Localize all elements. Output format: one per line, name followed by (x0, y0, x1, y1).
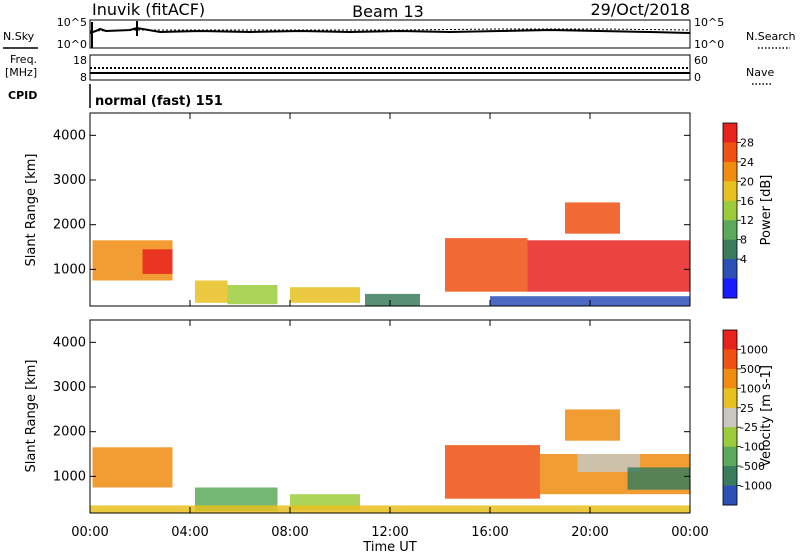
velocity-colorbar-tick-label: 100 (740, 382, 761, 395)
velocity-colorbar-swatch (723, 427, 737, 448)
x-tick-label: 08:00 (271, 525, 308, 540)
velocity-colorbar-swatch (723, 466, 737, 486)
x-tick-label: 20:00 (571, 525, 608, 540)
velocity-colorbar-swatch (723, 446, 737, 467)
nsky-top-tick: 10^5 (57, 16, 87, 29)
nsky-bottom-tick: 10^0 (57, 38, 87, 51)
velocity-colorbar-tick-label: -25 (740, 421, 758, 434)
freq-label-line1: Freq. (10, 53, 37, 66)
time-x-axis: 00:00 04:00 08:00 12:00 16:00 20:00 00:00 (71, 113, 709, 540)
power-echo-region (290, 287, 360, 303)
power-colorbar-tick-label: 28 (740, 136, 754, 149)
velocity-echo-region (565, 409, 620, 441)
power-colorbar-swatch (723, 239, 737, 260)
power-colorbar-tick-label: 8 (740, 234, 747, 247)
power-echo-region (142, 249, 173, 274)
velocity-ytick-label: 1000 (53, 469, 86, 484)
nsearch-bottom-tick: 10^0 (694, 38, 724, 51)
cpid-value: normal (fast) 151 (95, 94, 223, 109)
x-tick-label: 00:00 (71, 525, 108, 540)
nave-label: Nave (746, 66, 774, 79)
power-colorbar-swatch (723, 278, 737, 299)
power-echo-region (227, 285, 278, 305)
power-ytick-label: 4000 (53, 128, 86, 143)
power-echo-region (565, 202, 620, 234)
velocity-echo-region (627, 467, 690, 490)
power-echo-region (527, 240, 690, 292)
velocity-colorbar-swatch (723, 349, 737, 370)
velocity-colorbar-tick-label: 1000 (740, 343, 768, 356)
velocity-colorbar-swatch (723, 485, 737, 506)
velocity-echo-region (577, 454, 640, 472)
nsky-trace (89, 26, 691, 34)
nsearch-top-tick: 10^5 (694, 16, 724, 29)
power-ytick-label: 1000 (53, 262, 86, 277)
velocity-colorbar: 1000 500 100 25 -25 -100 -500 -1000 (722, 329, 772, 506)
power-colorbar-swatch (723, 200, 737, 221)
power-echo-region (195, 280, 228, 303)
nave-bottom-tick: 0 (694, 71, 701, 84)
power-ytick-label: 3000 (53, 173, 86, 188)
x-tick-label: 16:00 (471, 525, 508, 540)
velocity-echo-region (195, 487, 278, 512)
freq-label-line2: [MHz] (5, 66, 37, 79)
power-colorbar-tick-label: 24 (740, 156, 754, 169)
power-colorbar-swatch (723, 220, 737, 241)
power-y-axis: 1000 2000 3000 4000 (53, 128, 690, 277)
power-colorbar-swatch (723, 181, 737, 202)
velocity-y-axis: 1000 2000 3000 4000 (53, 335, 690, 484)
power-colorbar-tick-label: 4 (740, 253, 747, 266)
x-tick-label: 04:00 (171, 525, 208, 540)
nsearch-trace (89, 28, 691, 32)
cpid-label: CPID (8, 89, 37, 102)
power-cbar-label: Power [dB] (759, 175, 774, 246)
nsearch-label: N.Search (746, 30, 796, 43)
power-colorbar-tick-label: 12 (740, 214, 754, 227)
velocity-echo-region (445, 445, 540, 499)
nsky-panel-frame (89, 19, 691, 49)
velocity-cbar-label: Velocity [m s-1] (759, 365, 774, 467)
velocity-colorbar-tick-label: -1000 (740, 480, 772, 493)
power-marks (92, 202, 690, 306)
power-colorbar-tick-label: 20 (740, 175, 754, 188)
freq-top-tick: 18 (73, 54, 87, 67)
power-colorbar-tick-label: 16 (740, 195, 754, 208)
velocity-colorbar-swatch (723, 368, 737, 389)
power-colorbar-frame (722, 122, 738, 299)
x-tick-label: 00:00 (671, 525, 708, 540)
velocity-colorbar-swatch (723, 407, 737, 428)
x-tick-label: 12:00 (371, 525, 408, 540)
velocity-colorbar-swatch (723, 330, 737, 350)
power-echo-region (445, 238, 528, 292)
velocity-ylabel: Slant Range [km] (24, 360, 39, 473)
power-ytick-label: 2000 (53, 218, 86, 233)
velocity-colorbar-swatch (723, 388, 737, 409)
power-colorbar-swatch (723, 259, 737, 279)
velocity-ytick-label: 3000 (53, 380, 86, 395)
station-title: Inuvik (fitACF) (92, 0, 205, 19)
velocity-echo-region (92, 447, 173, 488)
velocity-colorbar-tick-label: -100 (740, 441, 765, 454)
velocity-colorbar-frame (722, 329, 738, 506)
power-echo-region (365, 293, 420, 306)
xlabel: Time UT (362, 540, 416, 554)
date-title: 29/Oct/2018 (590, 0, 690, 19)
beam-title: Beam 13 (352, 2, 424, 21)
power-colorbar-swatch (723, 142, 737, 163)
nsky-label: N.Sky (3, 30, 35, 43)
power-ylabel: Slant Range [km] (24, 154, 39, 267)
power-colorbar: 28 24 20 16 12 8 4 (722, 122, 754, 299)
velocity-colorbar-tick-label: -500 (740, 460, 765, 473)
freq-bottom-tick: 8 (80, 71, 87, 84)
velocity-colorbar-tick-label: 500 (740, 363, 761, 376)
velocity-colorbar-tick-label: 25 (740, 402, 754, 415)
nave-top-tick: 60 (694, 54, 708, 67)
velocity-ytick-label: 4000 (53, 335, 86, 350)
power-colorbar-swatch (723, 123, 737, 143)
velocity-ytick-label: 2000 (53, 425, 86, 440)
power-colorbar-swatch (723, 161, 737, 182)
